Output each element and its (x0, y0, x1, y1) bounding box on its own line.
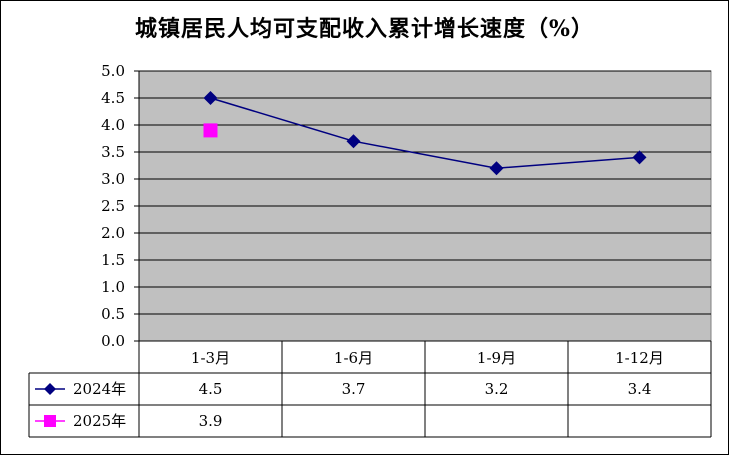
x-category-label: 1-6月 (334, 349, 373, 367)
data-table-value: 3.4 (628, 380, 652, 398)
legend-series-name: 2024年 (73, 380, 126, 398)
data-point-diamond (632, 150, 647, 165)
y-tick-label: 2.5 (101, 197, 125, 215)
legend-series-name: 2025年 (73, 412, 126, 430)
data-table-value: 3.7 (342, 380, 366, 398)
y-tick-label: 3.0 (101, 170, 125, 188)
y-tick-label: 4.0 (101, 116, 125, 134)
y-tick-label: 1.5 (101, 251, 125, 269)
x-category-label: 1-9月 (477, 349, 516, 367)
data-point-diamond (346, 134, 361, 149)
series-line (210, 97, 640, 169)
data-point-square (203, 123, 218, 138)
y-tick-label: 0.0 (101, 332, 125, 350)
data-table-value: 3.2 (485, 380, 509, 398)
y-tick-label: 1.0 (101, 278, 125, 296)
data-table-value: 3.9 (199, 412, 223, 430)
legend-marker-diamond (44, 383, 56, 395)
y-tick-label: 5.0 (101, 62, 125, 80)
chart-title: 城镇居民人均可支配收入累计增长速度（%） (135, 16, 594, 42)
y-tick-label: 2.0 (101, 224, 125, 242)
x-category-label: 1-3月 (191, 349, 230, 367)
y-tick-label: 3.5 (101, 143, 125, 161)
legend-marker-square (44, 415, 56, 427)
y-tick-label: 0.5 (101, 305, 125, 323)
data-table-value: 4.5 (199, 380, 223, 398)
data-point-diamond (489, 161, 504, 176)
x-category-label: 1-12月 (615, 349, 664, 367)
data-point-diamond (203, 91, 218, 105)
y-tick-label: 4.5 (101, 89, 125, 107)
